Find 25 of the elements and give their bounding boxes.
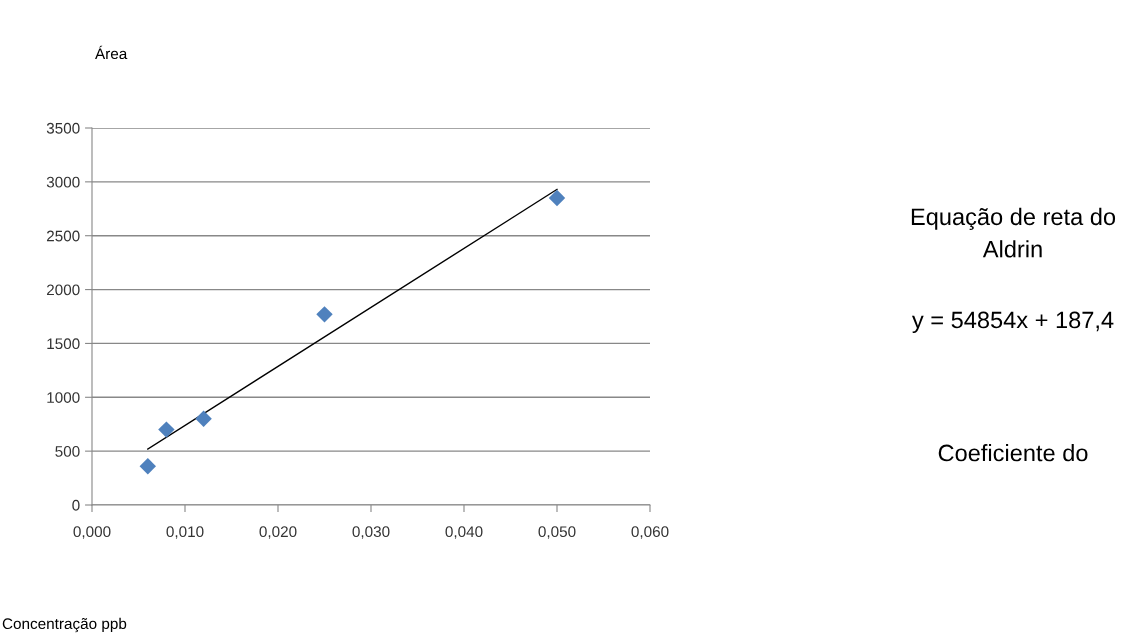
point — [139, 458, 157, 475]
text: Concentração ppb — [2, 617, 127, 633]
x-tick-label: 0,050 — [538, 526, 576, 539]
y-axis-title: Área — [95, 45, 128, 60]
point — [316, 306, 333, 323]
x-tick-label: 0,020 — [259, 526, 297, 539]
y-tick-label: 500 — [55, 446, 80, 457]
text: Coeficiente do — [938, 443, 1088, 462]
point — [195, 410, 212, 428]
y-tick-label: 0 — [72, 499, 80, 511]
y-tick-label: 1000 — [47, 392, 80, 403]
x-tick-label: 0,000 — [73, 526, 111, 539]
x-tick-label: 0,040 — [445, 526, 483, 539]
x-tick-label: 0,010 — [166, 526, 204, 539]
point — [158, 421, 175, 438]
text: y = 54854x + 187,4 — [911, 311, 1114, 334]
point — [548, 189, 566, 207]
text: Equação de reta do Aldrin — [911, 207, 1116, 258]
y-tick-label: 3500 — [46, 122, 80, 134]
y-tick-label: 2000 — [46, 284, 80, 296]
x-tick-label: 0,030 — [352, 526, 390, 539]
y-tick-label: 2500 — [46, 230, 80, 242]
y-tick-label: 1500 — [47, 338, 80, 350]
x-tick-label: 0,060 — [631, 526, 669, 539]
y-tick-label: 3000 — [46, 176, 80, 188]
